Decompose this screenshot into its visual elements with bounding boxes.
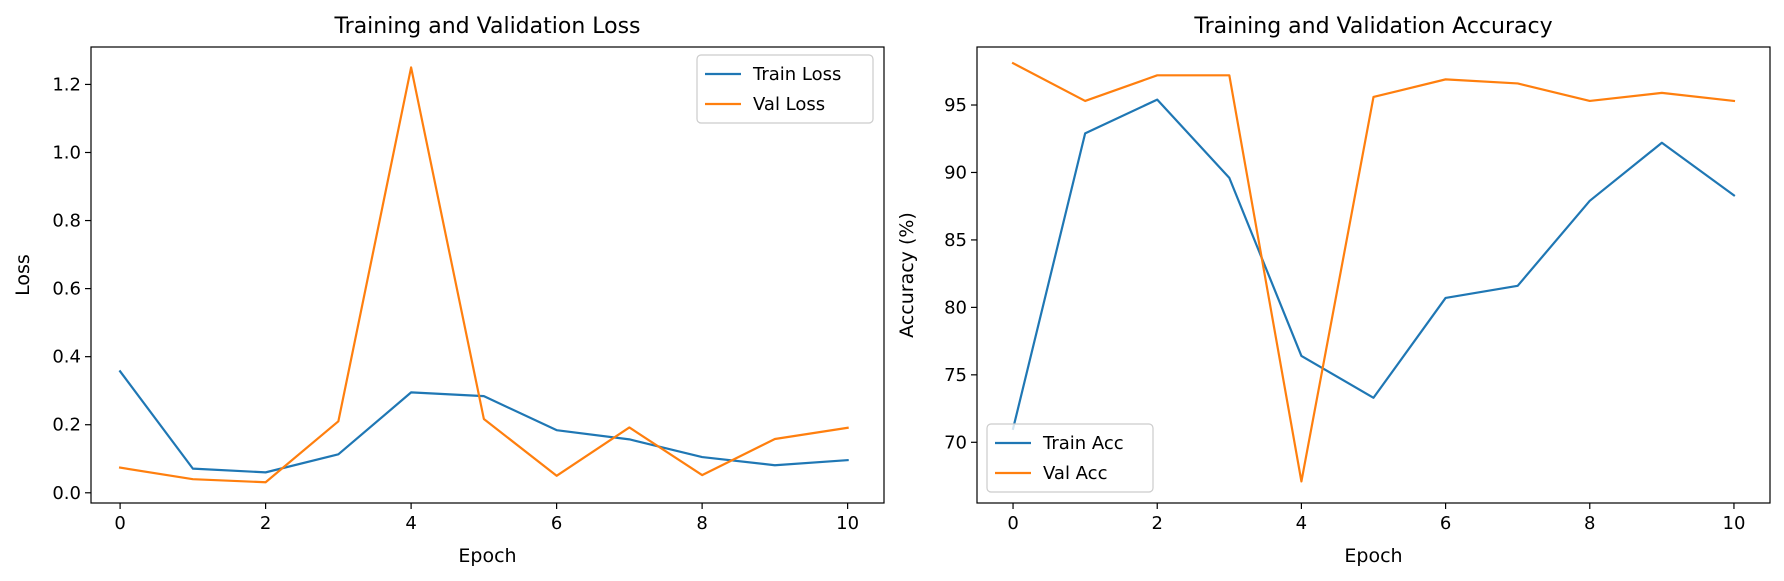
loss-chart-title: Training and Validation Loss xyxy=(333,14,640,39)
loss-x-tick-label: 4 xyxy=(405,513,416,534)
loss-series-group xyxy=(118,66,849,484)
loss-y-tick-label: 0.2 xyxy=(52,415,81,436)
acc-series-line-train-acc xyxy=(1011,98,1736,431)
acc-y-tick-label: 80 xyxy=(944,297,967,318)
loss-x-tick-label: 10 xyxy=(836,513,859,534)
acc-y-tick-label: 95 xyxy=(944,95,967,116)
loss-y-tick-label: 0.0 xyxy=(52,483,81,504)
acc-y-tick-label: 85 xyxy=(944,230,967,251)
acc-chart-title: Training and Validation Accuracy xyxy=(1193,14,1552,39)
loss-x-axis-label: Epoch xyxy=(458,545,516,567)
acc-x-tick-label: 6 xyxy=(1440,513,1451,534)
loss-y-tick-label: 0.6 xyxy=(52,279,81,300)
loss-y-tick-label: 1.2 xyxy=(52,74,81,95)
loss-series-line-val-loss xyxy=(118,66,849,484)
loss-legend-box xyxy=(696,54,874,124)
loss-legend-label-val-loss: Val Loss xyxy=(753,94,825,115)
acc-legend-box xyxy=(986,423,1154,493)
loss-x-tick-label: 0 xyxy=(114,513,125,534)
loss-y-tick-label: 0.4 xyxy=(52,347,81,368)
acc-plot-frame xyxy=(976,46,1771,504)
loss-y-tick-label: 0.8 xyxy=(52,211,81,232)
loss-chart: Training and Validation Loss 0 2 4 6 8 10 0.0 0.… xyxy=(12,14,885,567)
acc-legend-label-val-acc: Val Acc xyxy=(1043,463,1107,484)
acc-legend: Train Acc Val Acc xyxy=(986,423,1154,493)
acc-legend-label-train-acc: Train Acc xyxy=(1042,433,1124,454)
acc-y-axis-label: Accuracy (%) xyxy=(896,212,918,338)
loss-x-tick-label: 6 xyxy=(551,513,562,534)
acc-x-tick-label: 0 xyxy=(1007,513,1018,534)
loss-legend-label-train-loss: Train Loss xyxy=(752,64,841,85)
loss-x-tick-label: 8 xyxy=(696,513,707,534)
loss-legend: Train Loss Val Loss xyxy=(696,54,874,124)
acc-series-line-val-acc xyxy=(1011,61,1736,483)
acc-y-tick-label: 90 xyxy=(944,162,967,183)
acc-x-tick-label: 4 xyxy=(1296,513,1307,534)
acc-x-axis-label: Epoch xyxy=(1344,545,1402,567)
acc-x-tick-label: 2 xyxy=(1152,513,1163,534)
acc-x-tick-label: 8 xyxy=(1584,513,1595,534)
acc-y-tick-label: 70 xyxy=(944,432,967,453)
acc-x-tick-label: 10 xyxy=(1723,513,1746,534)
acc-series-group xyxy=(1011,61,1736,483)
loss-plot-frame xyxy=(90,46,885,504)
loss-y-tick-label: 1.0 xyxy=(52,142,81,163)
loss-y-axis-label: Loss xyxy=(12,254,34,296)
acc-y-tick-label: 75 xyxy=(944,365,967,386)
accuracy-chart: Training and Validation Accuracy 0 2 4 6 8 10 7… xyxy=(896,14,1771,567)
loss-series-line-train-loss xyxy=(118,369,849,474)
loss-x-tick-label: 2 xyxy=(260,513,271,534)
